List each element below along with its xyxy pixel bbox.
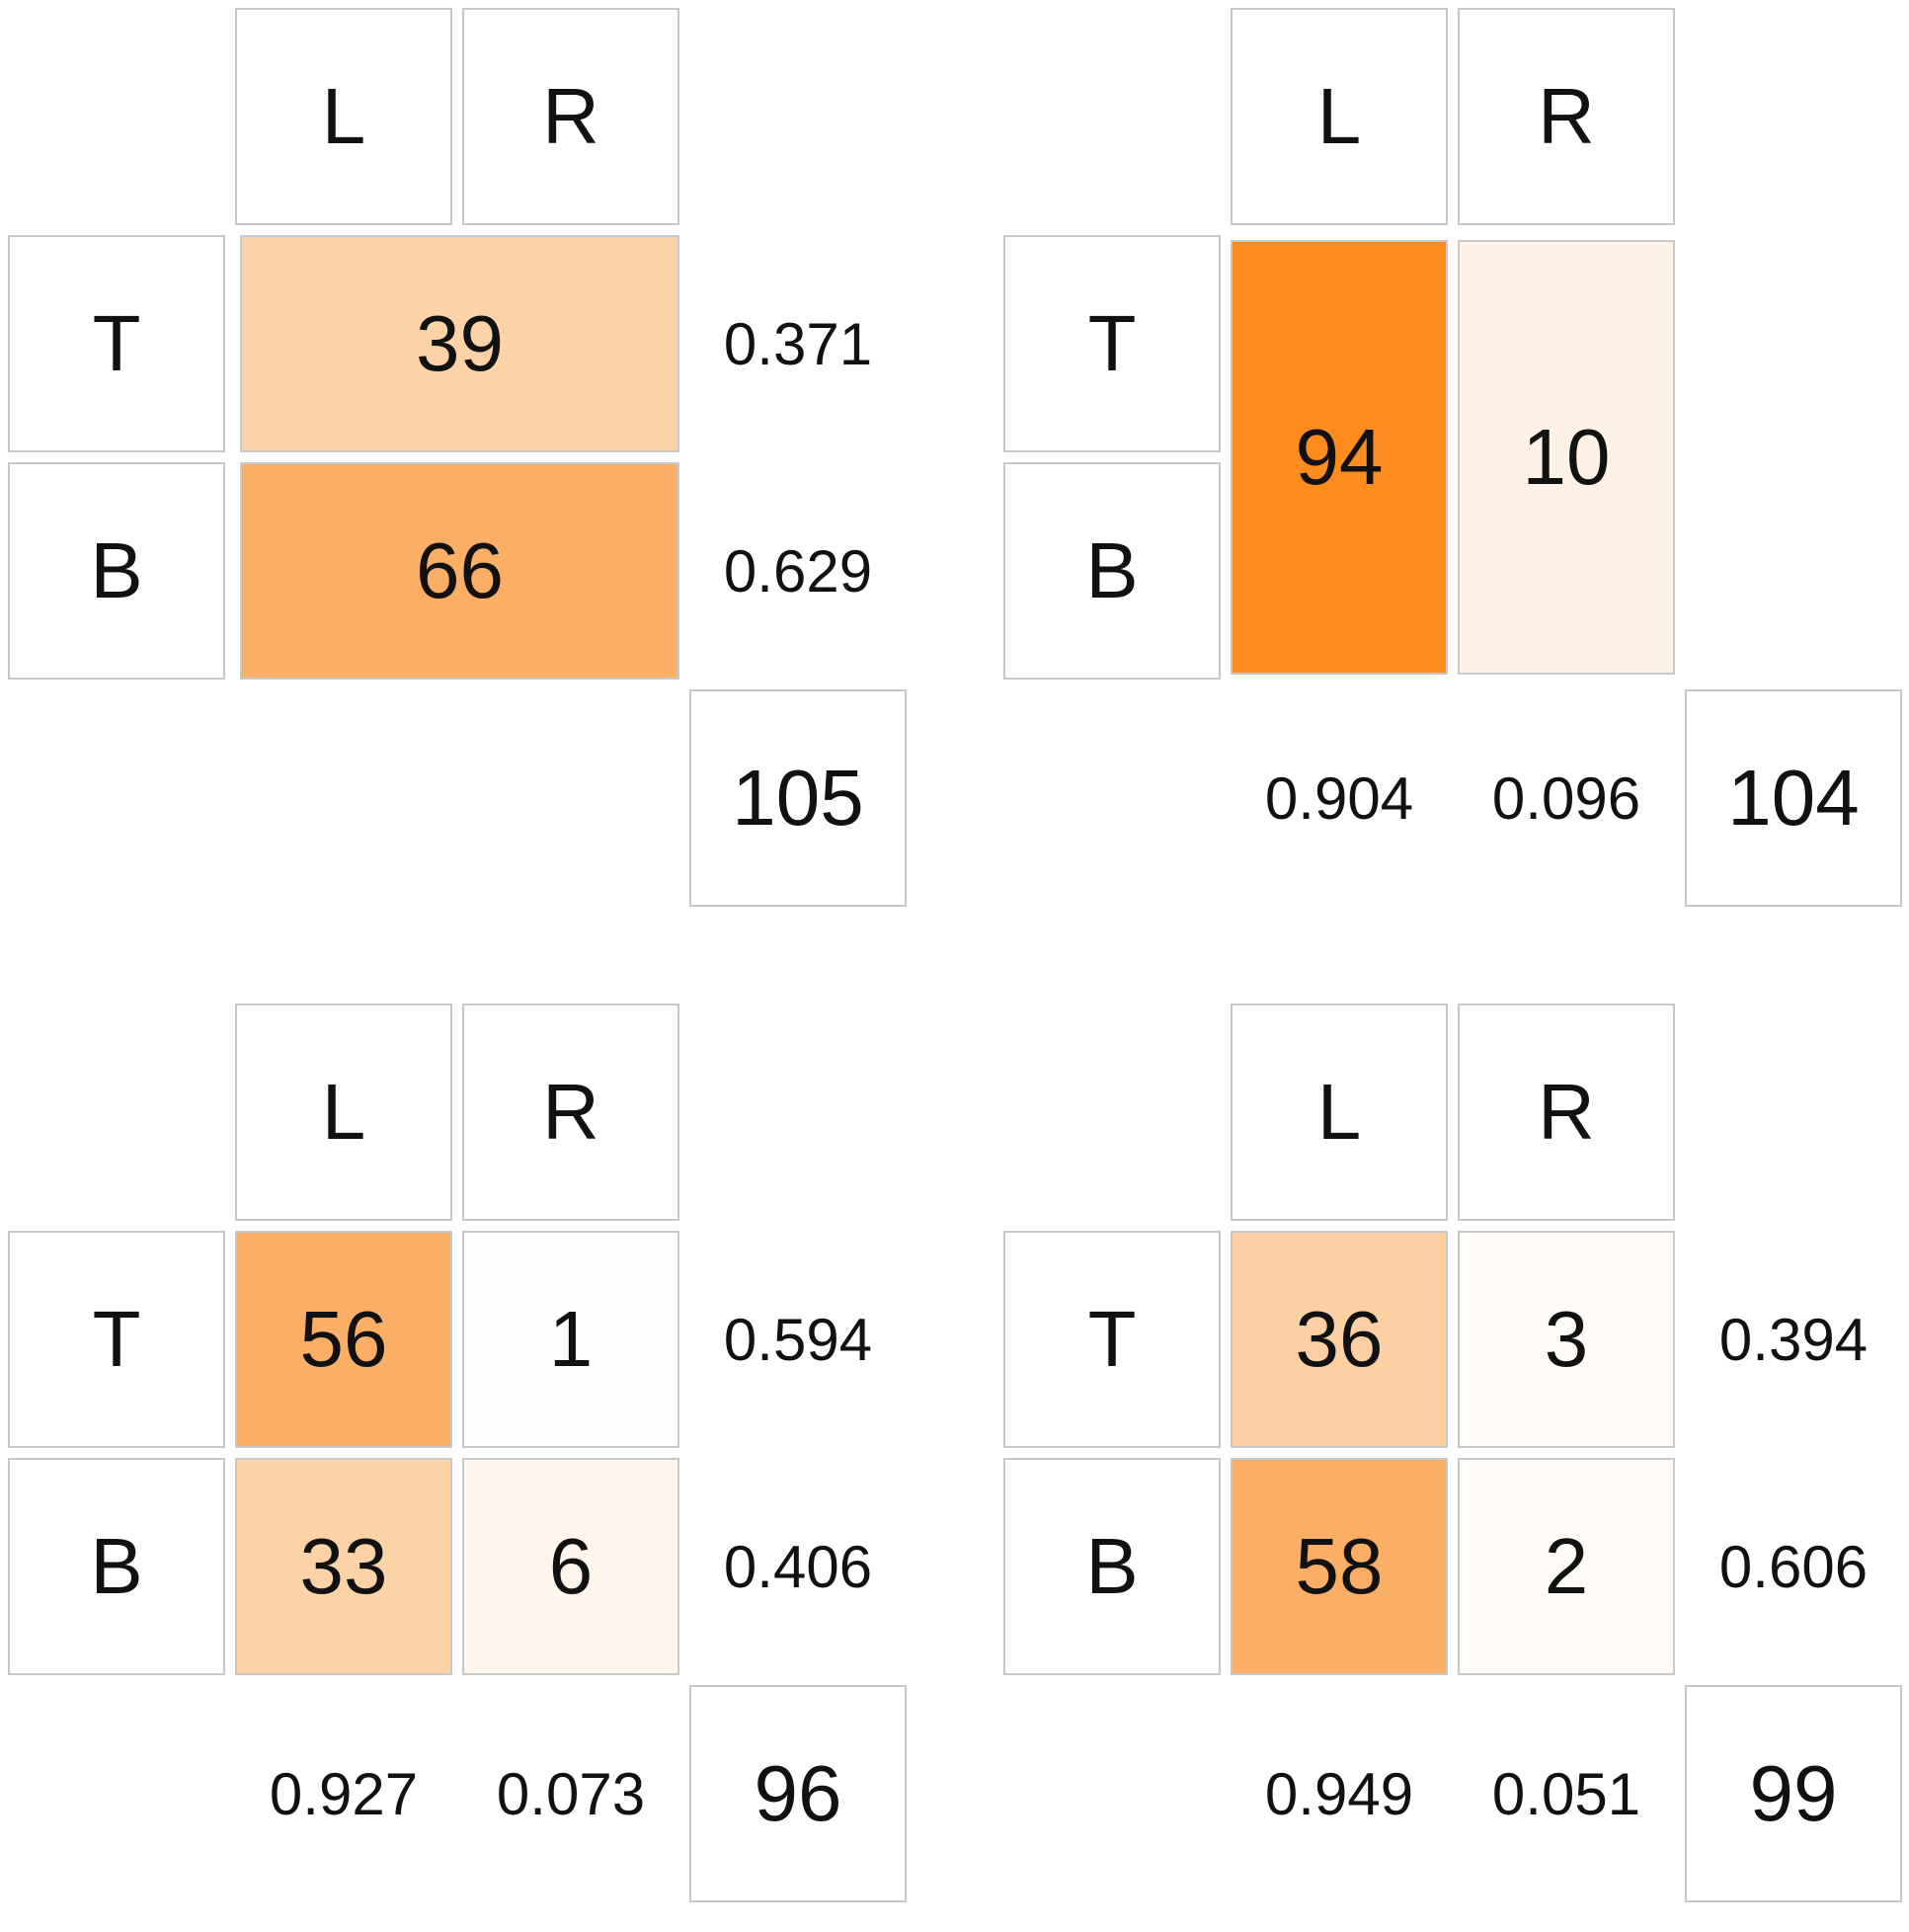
count-cell: 10 <box>1458 240 1675 675</box>
col-header-L: L <box>235 1004 452 1221</box>
col-header-R: R <box>462 8 679 225</box>
row-proportion-T: 0.594 <box>723 1306 873 1373</box>
col-header-R: R <box>1458 8 1675 225</box>
contingency-panel-2: L R T B 94 10 0.904 0.096 104 <box>1003 8 1909 936</box>
col-header-L: L <box>1231 1004 1448 1221</box>
col-proportion-R: 0.096 <box>1491 765 1641 832</box>
row-header-B: B <box>1003 462 1221 680</box>
col-proportion-L: 0.927 <box>269 1760 419 1827</box>
row-header-T: T <box>1003 1231 1221 1448</box>
col-proportion-L: 0.949 <box>1264 1760 1414 1827</box>
row-header-T: T <box>1003 235 1221 452</box>
col-header-R: R <box>462 1004 679 1221</box>
row-proportion-T: 0.371 <box>723 310 873 377</box>
col-header-L: L <box>235 8 452 225</box>
count-cell: 39 <box>240 235 679 452</box>
row-header-T: T <box>8 1231 225 1448</box>
count-cell: 94 <box>1231 240 1448 675</box>
count-cell: 1 <box>462 1231 679 1448</box>
col-proportion-R: 0.073 <box>496 1760 646 1827</box>
count-cell: 58 <box>1231 1458 1448 1675</box>
contingency-panel-3: L R T B 56 1 33 6 0.594 0.406 0.927 0.07… <box>8 1004 936 1932</box>
row-proportion-B: 0.606 <box>1718 1533 1869 1600</box>
grand-total: 105 <box>689 689 907 907</box>
row-proportion-B: 0.629 <box>723 537 873 604</box>
row-proportion-T: 0.394 <box>1718 1306 1869 1373</box>
row-proportion-B: 0.406 <box>723 1533 873 1600</box>
row-header-B: B <box>8 1458 225 1675</box>
count-cell: 33 <box>235 1458 452 1675</box>
count-cell: 2 <box>1458 1458 1675 1675</box>
col-header-R: R <box>1458 1004 1675 1221</box>
count-cell: 6 <box>462 1458 679 1675</box>
count-cell: 56 <box>235 1231 452 1448</box>
contingency-panel-1: L R T B 39 66 0.371 0.629 105 <box>8 8 936 936</box>
row-header-B: B <box>8 462 225 680</box>
row-header-T: T <box>8 235 225 452</box>
contingency-panel-4: L R T B 36 3 58 2 0.394 0.606 0.949 0.05… <box>1003 1004 1909 1932</box>
grand-total: 99 <box>1685 1685 1902 1902</box>
row-header-B: B <box>1003 1458 1221 1675</box>
col-header-L: L <box>1231 8 1448 225</box>
col-proportion-R: 0.051 <box>1491 1760 1641 1827</box>
col-proportion-L: 0.904 <box>1264 765 1414 832</box>
grand-total: 104 <box>1685 689 1902 907</box>
count-cell: 66 <box>240 462 679 680</box>
count-cell: 3 <box>1458 1231 1675 1448</box>
count-cell: 36 <box>1231 1231 1448 1448</box>
grand-total: 96 <box>689 1685 907 1902</box>
